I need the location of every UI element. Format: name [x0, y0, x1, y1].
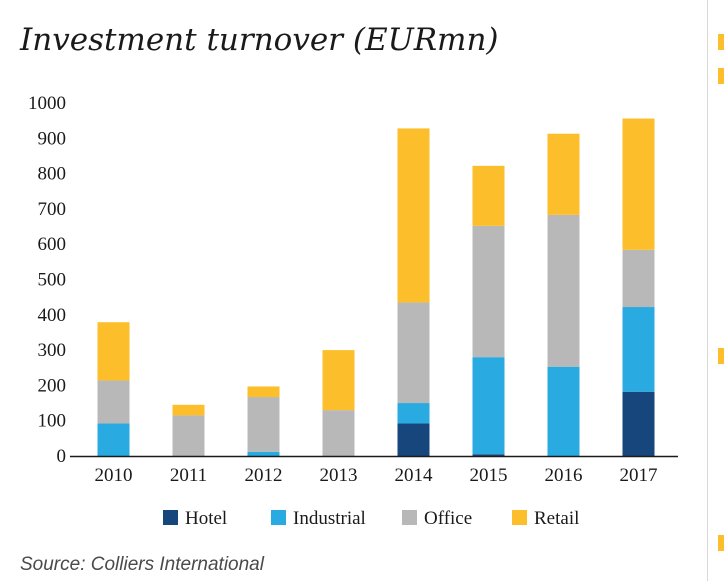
bar-segment-industrial-2012 — [247, 451, 280, 456]
bar-segment-office-2012 — [247, 397, 280, 452]
x-tick-label: 2016 — [545, 465, 583, 486]
x-tick-label: 2015 — [470, 465, 508, 486]
y-tick-label: 300 — [38, 340, 67, 361]
y-tick-label: 700 — [38, 199, 67, 220]
chart-title: Investment turnover (EURmn) — [20, 22, 499, 58]
legend-label-retail: Retail — [534, 508, 579, 529]
legend: Hotel Industrial Office Retail — [163, 508, 579, 529]
strip-mark — [718, 535, 724, 551]
legend-label-industrial: Industrial — [293, 508, 366, 529]
bar-segment-hotel-2017 — [622, 391, 655, 456]
bar-segment-industrial-2014 — [397, 403, 430, 424]
strip-mark — [718, 68, 724, 84]
y-tick-label: 600 — [38, 234, 67, 255]
legend-swatch-retail — [512, 510, 527, 525]
legend-swatch-industrial — [271, 510, 286, 525]
bar-segment-hotel-2015 — [472, 454, 505, 456]
x-axis-ticks: 2010 2011 2012 2013 2014 2015 2016 2017 — [95, 465, 658, 486]
bar-segment-industrial-2017 — [622, 307, 655, 392]
legend-swatch-office — [402, 510, 417, 525]
x-tick-label: 2010 — [95, 465, 133, 486]
legend-swatch-hotel — [163, 510, 178, 525]
y-tick-label: 800 — [38, 164, 67, 185]
strip-mark — [718, 34, 724, 50]
y-tick-label: 400 — [38, 305, 67, 326]
bar-segment-retail-2014 — [397, 128, 430, 303]
bar-segment-office-2014 — [397, 302, 430, 404]
bar-segment-office-2010 — [97, 380, 130, 424]
x-tick-label: 2017 — [620, 465, 658, 486]
legend-label-office: Office — [424, 508, 472, 529]
bar-segment-retail-2012 — [247, 386, 280, 398]
y-axis-ticks: 0 100 200 300 400 500 600 700 800 900 1000 — [28, 93, 66, 467]
bar-segment-office-2017 — [622, 249, 655, 308]
y-tick-label: 500 — [38, 270, 67, 291]
legend-label-hotel: Hotel — [185, 508, 227, 529]
y-tick-label: 900 — [38, 128, 67, 149]
bar-segment-industrial-2015 — [472, 357, 505, 455]
x-tick-label: 2013 — [320, 465, 358, 486]
bars — [97, 118, 655, 456]
bar-segment-office-2013 — [322, 410, 355, 456]
bar-segment-retail-2010 — [97, 322, 130, 381]
bar-segment-office-2016 — [547, 214, 580, 367]
bar-segment-industrial-2016 — [547, 366, 580, 456]
adjacent-column-edge — [707, 0, 724, 581]
bar-segment-retail-2013 — [322, 350, 355, 411]
source-note: Source: Colliers International — [20, 554, 264, 575]
bar-segment-retail-2015 — [472, 165, 505, 226]
bar-segment-retail-2011 — [172, 404, 205, 416]
bar-segment-retail-2017 — [622, 118, 655, 250]
y-tick-label: 0 — [57, 446, 67, 467]
y-tick-label: 1000 — [28, 93, 66, 114]
bar-segment-retail-2016 — [547, 133, 580, 215]
bar-segment-industrial-2010 — [97, 423, 130, 456]
x-tick-label: 2014 — [395, 465, 434, 486]
bar-segment-office-2015 — [472, 225, 505, 358]
x-tick-label: 2012 — [245, 465, 283, 486]
y-tick-label: 200 — [38, 375, 67, 396]
x-tick-label: 2011 — [170, 465, 207, 486]
bar-segment-hotel-2014 — [397, 423, 430, 456]
bar-segment-office-2011 — [172, 415, 205, 456]
y-tick-label: 100 — [38, 411, 67, 432]
strip-mark — [718, 348, 724, 364]
